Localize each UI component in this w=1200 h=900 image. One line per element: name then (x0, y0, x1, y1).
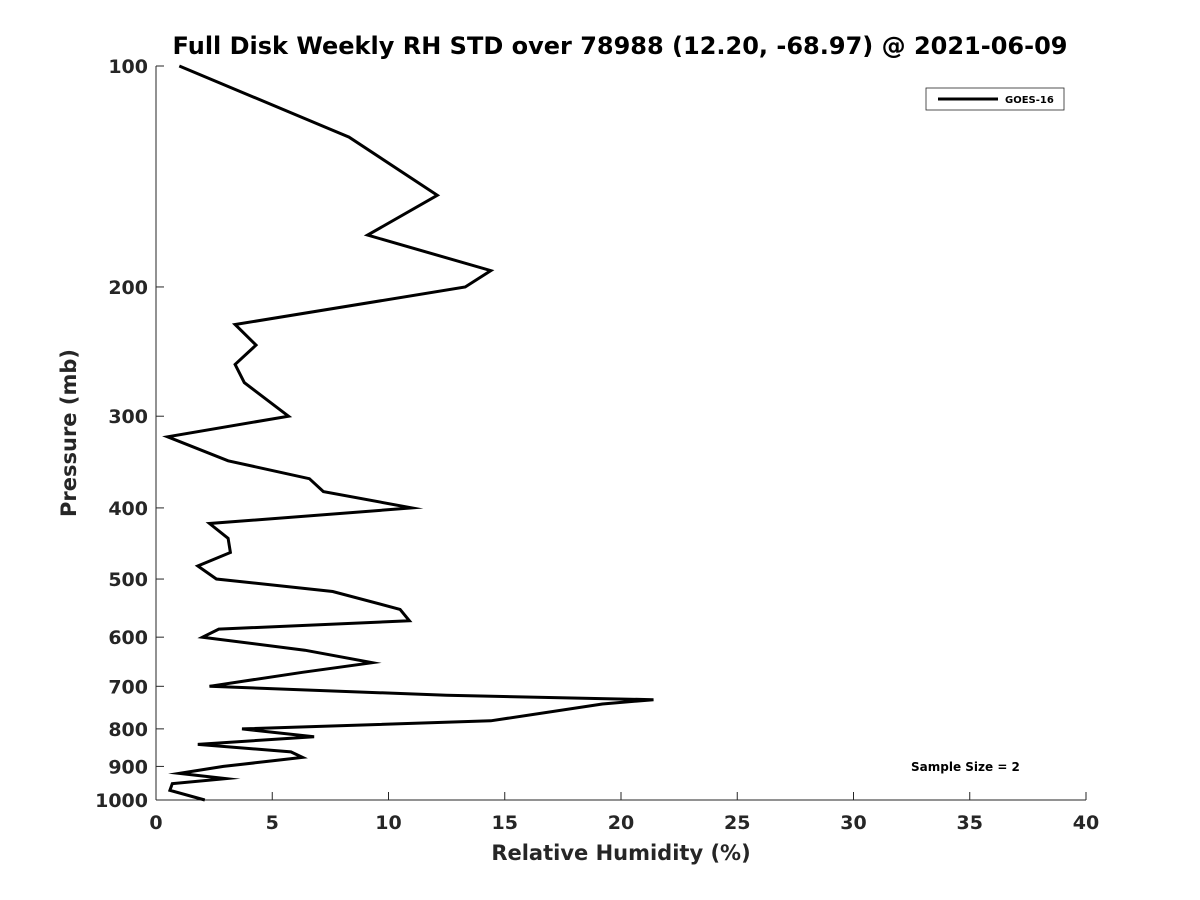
y-tick-label: 700 (108, 676, 148, 698)
y-tick-label: 100 (108, 56, 148, 78)
y-tick-label: 800 (108, 719, 148, 741)
legend: GOES-16 (925, 87, 1065, 111)
x-axis-ticks: 0 5 10 15 20 25 30 35 40 (149, 792, 1099, 834)
x-tick-label: 10 (375, 812, 401, 834)
y-axis-ticks: 100 200 300 400 500 600 700 800 900 1000 (95, 56, 164, 812)
y-tick-label: 1000 (95, 790, 148, 812)
y-tick-label: 300 (108, 406, 148, 428)
x-tick-label: 5 (266, 812, 279, 834)
y-tick-label: 500 (108, 569, 148, 591)
x-tick-label: 25 (724, 812, 750, 834)
y-tick-label: 200 (108, 277, 148, 299)
chart-title: Full Disk Weekly RH STD over 78988 (12.2… (173, 32, 1068, 60)
y-tick-label: 400 (108, 498, 148, 520)
legend-label-goes-16: GOES-16 (1005, 95, 1054, 106)
x-tick-label: 20 (608, 812, 634, 834)
x-tick-label: 35 (957, 812, 983, 834)
x-axis-label: Relative Humidity (%) (491, 841, 750, 865)
y-axis-label: Pressure (mb) (57, 349, 81, 517)
x-tick-label: 40 (1073, 812, 1099, 834)
x-tick-label: 0 (149, 812, 162, 834)
x-tick-label: 30 (840, 812, 866, 834)
x-tick-label: 15 (492, 812, 518, 834)
sample-size-annotation: Sample Size = 2 (911, 760, 1020, 774)
y-tick-label: 600 (108, 627, 148, 649)
series-line-goes-16 (162, 64, 654, 802)
y-tick-label: 900 (108, 756, 148, 778)
series-group (162, 64, 654, 802)
